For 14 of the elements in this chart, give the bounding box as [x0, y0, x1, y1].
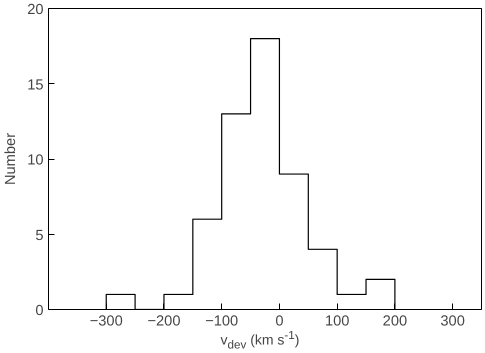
x-tick-label: −200: [147, 314, 180, 330]
y-tick-label: 15: [27, 77, 44, 94]
x-tick-label: −100: [205, 314, 238, 330]
x-tick-label: −300: [90, 314, 123, 330]
y-tick-label: 5: [35, 228, 44, 244]
x-tick-label: 0: [275, 314, 284, 330]
x-tick-label: 200: [382, 314, 408, 330]
x-axis-title: v$_{dev}$ (km s$^{-1}$): [220, 328, 300, 353]
y-tick-label: 0: [35, 303, 44, 319]
y-tick-label: 10: [27, 152, 44, 168]
y-tick-label: 20: [27, 2, 44, 18]
y-axis-title: Number: [3, 132, 20, 186]
x-tick-label: 300: [440, 314, 465, 330]
x-tick-label: 100: [324, 314, 350, 330]
